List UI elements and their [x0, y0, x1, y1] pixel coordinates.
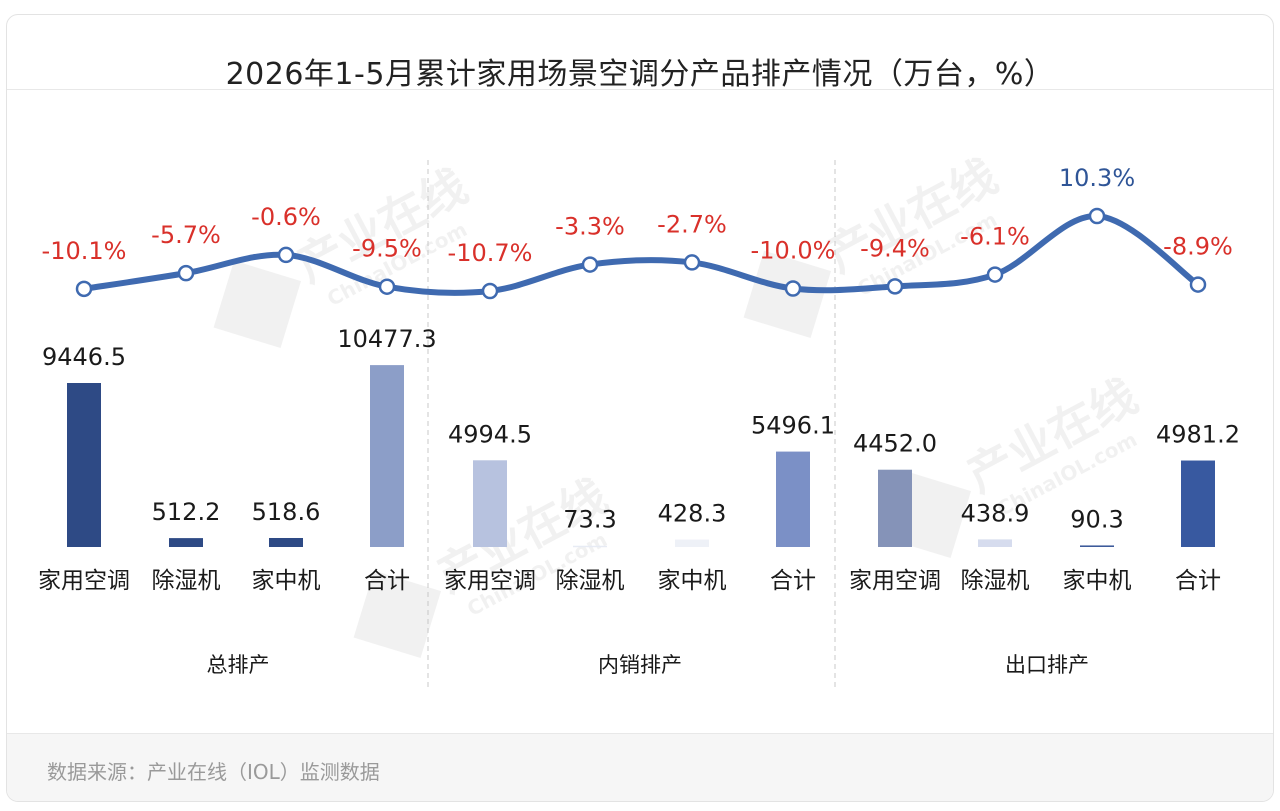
yoy-point-2 [277, 246, 295, 264]
bar-6 [675, 539, 709, 547]
yoy-label-3: -9.5% [352, 235, 422, 263]
category-label-6: 家中机 [658, 568, 727, 594]
yoy-label-5: -3.3% [555, 213, 625, 241]
category-label-4: 家用空调 [444, 568, 536, 594]
yoy-point-7 [784, 280, 802, 297]
yoy-point-4 [481, 282, 499, 300]
group-label-2: 出口排产 [1005, 653, 1089, 677]
bar-value-label-5: 73.3 [563, 506, 616, 534]
chart-card: 2026年1-5月累计家用场景空调分产品排产情况（万台，%） 数据来源：产业在线… [6, 14, 1274, 802]
category-label-2: 家中机 [252, 568, 321, 594]
group-label-0: 总排产 [207, 653, 270, 677]
bar-value-label-1: 512.2 [152, 498, 221, 526]
chart-labels: 9446.5 家用空调 512.2 除湿机 518.6 家中机 10477.3 合计 4994.… [38, 164, 1240, 677]
yoy-point-9 [986, 266, 1004, 283]
yoy-label-2: -0.6% [251, 203, 321, 231]
yoy-label-1: -5.7% [151, 221, 221, 249]
bar-value-label-11: 4981.2 [1156, 421, 1240, 449]
category-label-10: 家中机 [1063, 568, 1132, 594]
bar-2 [269, 537, 303, 547]
bar-value-label-9: 438.9 [961, 499, 1030, 527]
category-label-7: 合计 [770, 568, 816, 594]
category-label-8: 家用空调 [849, 568, 941, 594]
category-label-1: 除湿机 [152, 568, 221, 594]
bar-value-label-2: 518.6 [252, 498, 321, 526]
group-separators [427, 160, 836, 690]
bar-8 [878, 469, 912, 547]
yoy-point-5 [581, 256, 599, 273]
yoy-label-11: -8.9% [1163, 233, 1233, 261]
yoy-label-9: -6.1% [960, 223, 1030, 251]
yoy-label-6: -2.7% [657, 210, 727, 238]
bar-series [67, 365, 1215, 548]
yoy-point-11 [1189, 276, 1207, 293]
bar-11 [1181, 460, 1215, 547]
category-label-9: 除湿机 [961, 568, 1030, 594]
category-label-5: 除湿机 [556, 568, 625, 594]
yoy-label-7: -10.0% [751, 237, 836, 265]
category-label-0: 家用空调 [38, 568, 130, 594]
yoy-point-3 [378, 278, 396, 295]
bar-value-label-4: 4994.5 [448, 420, 532, 448]
watermark-logo-0 [213, 260, 302, 349]
category-label-11: 合计 [1175, 568, 1221, 594]
source-note: 数据来源：产业在线（IOL）监测数据 [47, 760, 380, 784]
bar-value-label-0: 9446.5 [42, 343, 126, 371]
chart-title: 2026年1-5月累计家用场景空调分产品排产情况（万台，%） [225, 57, 1055, 92]
footer-band [7, 733, 1273, 801]
bar-0 [67, 383, 101, 547]
yoy-line-series [75, 207, 1207, 300]
bar-value-label-3: 10477.3 [337, 325, 436, 353]
bar-value-label-6: 428.3 [658, 500, 727, 528]
title-divider [7, 89, 1273, 90]
group-label-1: 内销排产 [598, 653, 682, 677]
yoy-point-8 [886, 278, 904, 295]
yoy-label-4: -10.7% [448, 239, 533, 267]
watermark-logo-2 [353, 570, 442, 659]
bar-10 [1080, 545, 1114, 547]
yoy-point-10 [1088, 207, 1106, 225]
bar-3 [370, 365, 404, 547]
yoy-point-6 [683, 254, 701, 271]
bar-5 [573, 545, 607, 548]
yoy-point-0 [75, 280, 93, 298]
yoy-label-10: 10.3% [1059, 164, 1135, 192]
bar-value-label-10: 90.3 [1070, 505, 1123, 533]
yoy-point-1 [177, 264, 195, 282]
bar-value-label-7: 5496.1 [751, 412, 835, 440]
yoy-label-0: -10.1% [42, 237, 127, 265]
yoy-label-8: -9.4% [860, 234, 930, 262]
bar-value-label-8: 4452.0 [853, 430, 937, 458]
bar-1 [169, 538, 203, 547]
bar-7 [776, 451, 810, 547]
bar-4 [473, 460, 507, 547]
category-label-3: 合计 [364, 568, 410, 594]
bar-9 [978, 539, 1012, 547]
